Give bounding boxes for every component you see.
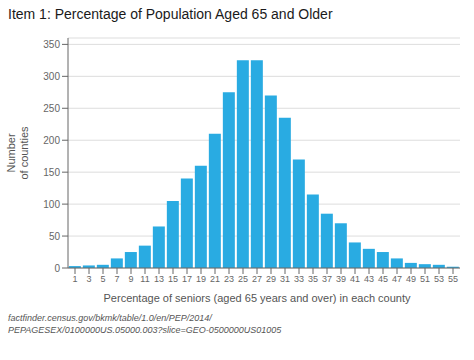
- html-text:Item 1: Percentage of Populati: Item 1: Percentage of Population Aged 65…: [8, 6, 333, 22]
- svg-text:7: 7: [114, 274, 119, 284]
- svg-text:55: 55: [448, 274, 458, 284]
- svg-text:9: 9: [128, 274, 133, 284]
- svg-text:350: 350: [43, 39, 60, 50]
- svg-text:0: 0: [54, 263, 60, 274]
- svg-text:35: 35: [308, 274, 318, 284]
- html-text:factfinder.census.gov/bkmk/tab: factfinder.census.gov/bkmk/table/1.0/en/…: [8, 313, 212, 323]
- svg-text:150: 150: [43, 167, 60, 178]
- svg-text:27: 27: [252, 274, 262, 284]
- svg-text:51: 51: [420, 274, 430, 284]
- svg-text:29: 29: [266, 274, 276, 284]
- svg-text:25: 25: [238, 274, 248, 284]
- svg-text:37: 37: [322, 274, 332, 284]
- svg-text:41: 41: [350, 274, 360, 284]
- svg-text:3: 3: [86, 274, 91, 284]
- svg-text:11: 11: [140, 274, 149, 284]
- svg-text:15: 15: [168, 274, 178, 284]
- svg-text:100: 100: [43, 199, 60, 210]
- svg-text:21: 21: [210, 274, 220, 284]
- svg-text:49: 49: [406, 274, 416, 284]
- svg-text:Numberof counties: Numberof counties: [5, 126, 30, 180]
- svg-text:33: 33: [294, 274, 304, 284]
- svg-text:5: 5: [100, 274, 105, 284]
- svg-text:17: 17: [182, 274, 192, 284]
- svg-text:23: 23: [224, 274, 234, 284]
- svg-text:47: 47: [392, 274, 402, 284]
- html-text:PEPAGESEX/0100000US.05000.003?: PEPAGESEX/0100000US.05000.003?slice=GEO-…: [8, 325, 282, 335]
- svg-text:19: 19: [196, 274, 206, 284]
- svg-text:200: 200: [43, 135, 60, 146]
- svg-text:45: 45: [378, 274, 388, 284]
- svg-text:39: 39: [336, 274, 346, 284]
- svg-text:43: 43: [364, 274, 374, 284]
- svg-text:53: 53: [434, 274, 444, 284]
- svg-text:31: 31: [280, 274, 290, 284]
- html-text:Percentage of seniors (aged 65: Percentage of seniors (aged 65 years and…: [103, 292, 411, 304]
- svg-text:50: 50: [49, 231, 61, 242]
- svg-text:1: 1: [72, 274, 77, 284]
- svg-text:13: 13: [154, 274, 164, 284]
- svg-text:300: 300: [43, 71, 60, 82]
- svg-text:250: 250: [43, 103, 60, 114]
